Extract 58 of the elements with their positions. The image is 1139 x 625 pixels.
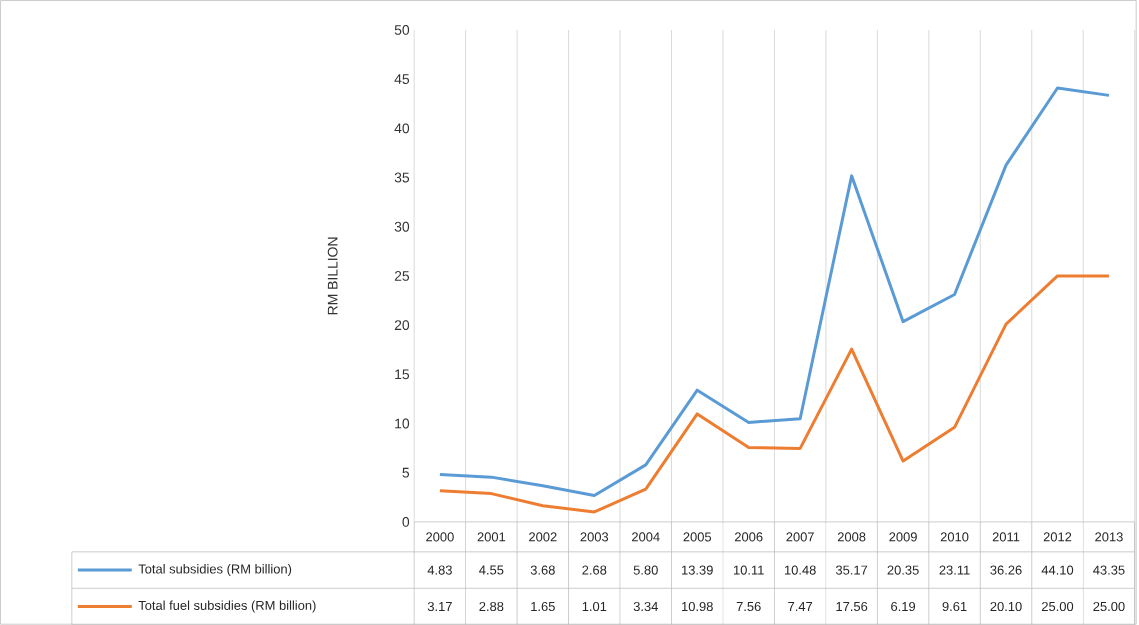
data-label: 20.35 [887,565,919,575]
x-tick-label: 2002 [529,532,557,542]
data-label: 25.00 [1041,601,1074,612]
data-label: 35.17 [835,565,868,575]
data-label: 3.17 [427,601,452,612]
x-tick-label: 2009 [889,532,917,542]
y-tick-label: 50 [394,24,410,35]
y-tick-label: 30 [394,221,410,232]
legend-label: Total fuel subsidies (RM billion) [138,600,316,613]
data-label: 7.47 [788,602,813,611]
data-label: 3.34 [633,601,658,612]
data-label: 17.56 [836,601,868,612]
data-label: 10.98 [682,601,713,612]
data-label: 13.39 [682,565,713,575]
y-tick-label: 45 [394,74,410,84]
data-label: 9.61 [942,601,967,612]
data-label: 36.26 [990,565,1022,575]
y-axis-title: RM BILLION [327,237,338,315]
y-tick-label: 20 [394,320,410,331]
data-label: 4.55 [479,565,504,575]
data-label: 10.48 [784,565,816,575]
data-label: 6.19 [891,601,916,612]
y-tick-label: 25 [394,270,410,281]
x-tick-label: 2013 [1095,532,1123,542]
y-tick-label: 15 [395,369,410,380]
x-tick-label: 2008 [837,532,866,542]
data-label: 4.83 [427,565,452,575]
legend-label: Total subsidies (RM billion) [138,564,292,577]
x-tick-label: 2005 [683,532,712,542]
y-tick-label: 40 [394,123,410,134]
data-label: 5.80 [633,565,658,575]
x-tick-label: 2001 [477,532,506,542]
data-label: 1.65 [531,601,555,612]
data-label: 10.11 [733,565,764,575]
y-tick-label: 0 [402,516,410,527]
y-tick-label: 10 [395,418,410,429]
line-series [438,274,1111,514]
x-tick-label: 2010 [940,532,969,542]
x-tick-label: 2000 [426,532,454,542]
data-label: 25.00 [1093,601,1125,612]
line-series [438,86,1111,497]
data-label: 43.35 [1093,565,1125,575]
x-tick-label: 2007 [786,532,814,542]
data-label: 2.88 [479,601,504,612]
data-label: 1.01 [582,601,607,612]
y-tick-label: 35 [394,172,410,183]
x-tick-label: 2011 [992,532,1020,542]
x-tick-label: 2012 [1043,532,1072,542]
data-label: 20.10 [990,601,1022,612]
data-label: 23.11 [939,565,970,575]
data-label: 2.68 [582,565,607,575]
data-label: 3.68 [530,565,555,575]
data-label: 44.10 [1041,565,1074,575]
y-tick-label: 5 [402,467,410,478]
x-tick-label: 2004 [632,532,660,542]
x-tick-label: 2006 [734,532,763,542]
x-tick-label: 2003 [580,532,609,542]
data-label: 7.56 [736,601,761,612]
